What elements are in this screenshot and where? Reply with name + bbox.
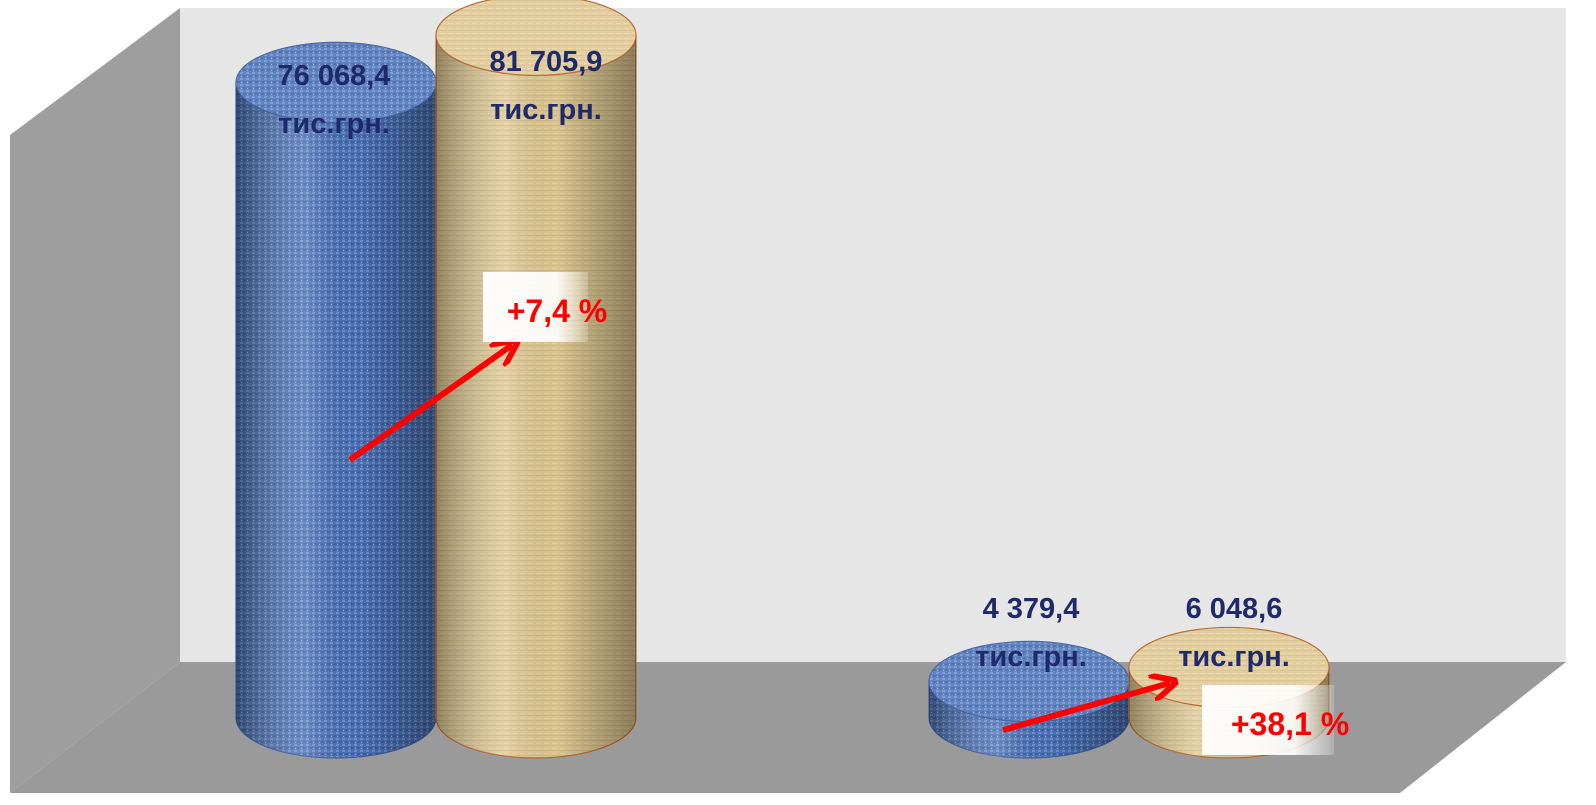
bars-layer: [235, 0, 1330, 759]
data-label-unit: тис.грн.: [975, 641, 1087, 673]
change-label: +7,4 %: [507, 293, 608, 329]
data-label-value: 76 068,4: [278, 60, 391, 92]
bar-shade: [436, 35, 636, 758]
bar-top: [435, 0, 637, 76]
change-arrow: [348, 345, 512, 463]
change-label-box: [483, 272, 588, 342]
bar-cylinder-series-2-category-1: [435, 0, 637, 759]
change-label-box: [1202, 685, 1334, 755]
side-wall: [10, 8, 180, 793]
data-label-unit: тис.грн.: [1178, 641, 1290, 673]
bar-top-highlight: [929, 641, 1129, 722]
data-label-unit: тис.грн.: [490, 94, 602, 126]
data-label-value: 6 048,6: [1186, 593, 1283, 625]
change-arrow: [1002, 683, 1170, 733]
data-label-unit: тис.грн.: [278, 108, 390, 140]
data-label-value: 4 379,4: [983, 593, 1080, 625]
bar-cylinder-series-1-category-1: [235, 41, 437, 759]
bar-top-highlight: [436, 0, 636, 76]
change-label: +38,1 %: [1231, 706, 1349, 742]
bar-shade: [236, 82, 436, 759]
data-label-value: 81 705,9: [490, 46, 603, 78]
bar-top-highlight: [236, 42, 436, 123]
bar-shade: [929, 681, 1129, 758]
labels-layer: 76 068,4 тис.грн. 81 705,9 тис.грн. 4 379,4 т…: [278, 46, 1349, 755]
bar-cylinder-series-1-category-2: [928, 640, 1130, 759]
arrows-layer: [348, 345, 1170, 733]
